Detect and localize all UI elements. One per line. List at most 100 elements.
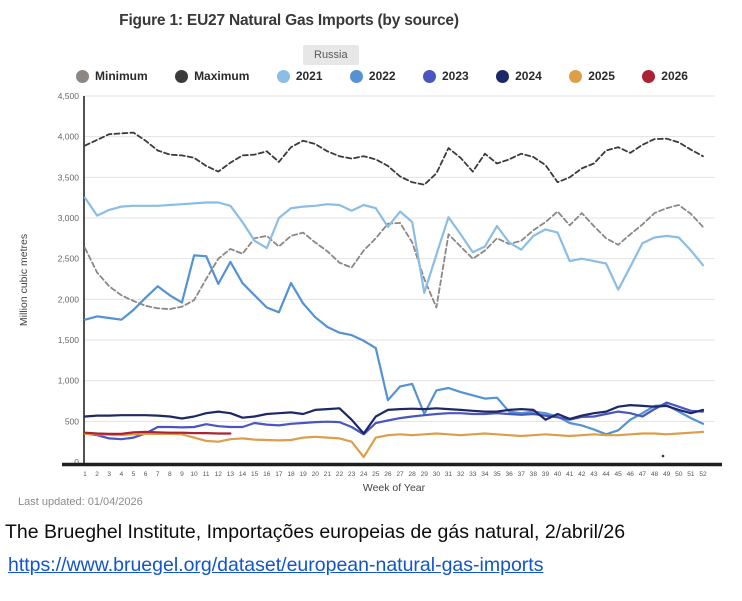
x-axis-tick-label: 7 xyxy=(156,471,160,478)
legend-label: Minimum xyxy=(95,69,148,83)
x-axis-tick-label: 21 xyxy=(324,471,332,478)
y-axis-tick-label: 2,500 xyxy=(58,254,80,264)
x-axis-tick-label: 38 xyxy=(530,471,538,478)
chart-legend: Minimum Maximum 2021 2022 2023 2024 2025 2026 xyxy=(76,69,688,83)
x-axis-tick-label: 25 xyxy=(372,471,380,478)
x-axis-tick-label: 36 xyxy=(505,471,513,478)
x-axis-tick-label: 35 xyxy=(493,471,501,478)
legend-item-2022[interactable]: 2022 xyxy=(349,69,396,83)
x-axis-tick-label: 22 xyxy=(336,471,344,478)
y-axis-tick-label: 3,500 xyxy=(58,172,80,182)
x-axis-tick-label: 31 xyxy=(445,471,453,478)
x-axis-tick-label: 49 xyxy=(663,471,671,478)
x-axis-tick-label: 50 xyxy=(675,471,683,478)
x-axis-tick-label: 17 xyxy=(275,471,283,478)
x-axis-tick-label: 20 xyxy=(312,471,320,478)
x-axis-tick-label: 39 xyxy=(542,471,550,478)
x-axis-tick-label: 51 xyxy=(687,471,695,478)
y-axis-tick-label: 4,500 xyxy=(58,91,80,101)
x-axis-tick-label: 23 xyxy=(348,471,356,478)
x-axis-tick-label: 16 xyxy=(263,471,271,478)
x-axis-tick-label: 47 xyxy=(639,471,647,478)
x-axis-tick-label: 37 xyxy=(518,471,526,478)
x-axis-tick-label: 33 xyxy=(469,471,477,478)
x-axis-tick-label: 43 xyxy=(590,471,598,478)
legend-label: 2024 xyxy=(515,69,542,83)
x-axis-tick-label: 5 xyxy=(132,471,136,478)
x-axis-tick-label: 28 xyxy=(409,471,417,478)
series-line-minimum xyxy=(84,204,704,310)
source-tab-russia[interactable]: Russia xyxy=(303,45,359,65)
legend-color-dot xyxy=(76,69,89,83)
legend-label: 2026 xyxy=(661,69,688,83)
x-axis-tick-label: 14 xyxy=(239,471,247,478)
x-axis-tick-label: 11 xyxy=(203,471,210,478)
stray-dot xyxy=(661,454,665,458)
y-axis-label: Million cubic metres xyxy=(18,234,30,326)
legend-color-dot xyxy=(276,69,290,83)
legend-item-2024[interactable]: 2024 xyxy=(496,69,542,83)
legend-item-2026[interactable]: 2026 xyxy=(642,69,688,83)
x-axis-tick-label: 26 xyxy=(384,471,392,478)
x-axis-tick-label: 12 xyxy=(215,471,223,478)
legend-item-2021[interactable]: 2021 xyxy=(276,69,323,83)
x-axis-tick-label: 3 xyxy=(107,471,111,478)
y-axis-tick-label: 4,000 xyxy=(58,132,80,142)
series-line-2026 xyxy=(83,430,232,435)
x-axis-tick-label: 32 xyxy=(457,471,465,478)
legend-item-minimum[interactable]: Minimum xyxy=(76,69,148,83)
series-line-maximum xyxy=(84,131,704,186)
x-axis-tick-label: 27 xyxy=(396,471,404,478)
x-axis-tick-label: 1 xyxy=(83,471,87,478)
x-axis-tick-label: 24 xyxy=(360,471,368,478)
x-axis-tick-label: 8 xyxy=(168,471,172,478)
x-axis-tick-label: 40 xyxy=(554,471,562,478)
legend-item-2023[interactable]: 2023 xyxy=(423,69,469,83)
x-axis-tick-label: 6 xyxy=(144,471,148,478)
series-line-2022 xyxy=(83,254,705,436)
y-axis-tick-label: 3,000 xyxy=(58,213,80,223)
series-line-2023 xyxy=(83,401,705,441)
x-axis-tick-label: 2 xyxy=(95,471,99,478)
x-axis-tick-label: 46 xyxy=(627,471,635,478)
x-axis-tick-label: 52 xyxy=(699,471,707,478)
series-line-2021 xyxy=(83,196,705,294)
legend-item-maximum[interactable]: Maximum xyxy=(175,69,249,83)
gas-imports-chart: 0 500 1,000 1,500 2,000 2,500 3,000 3,500 4,000 4… xyxy=(18,91,722,494)
x-axis-tick-label: 30 xyxy=(433,471,441,478)
y-axis-tick-label: 1,500 xyxy=(58,335,80,345)
x-axis-tick-label: 18 xyxy=(287,471,295,478)
x-axis-tick-label: 42 xyxy=(578,471,586,478)
y-axis-tick-label: 1,000 xyxy=(58,376,80,386)
x-axis-tick-label: 48 xyxy=(651,471,659,478)
last-updated-text: Last updated: 01/04/2026 xyxy=(18,496,143,508)
legend-item-2025[interactable]: 2025 xyxy=(569,69,615,83)
x-axis-tick-label: 13 xyxy=(227,471,235,478)
legend-color-dot xyxy=(423,69,436,83)
legend-color-dot xyxy=(496,69,510,83)
y-axis-tick-label: 0 xyxy=(74,457,79,467)
x-axis-tick-label: 45 xyxy=(615,471,623,478)
chart-title: Figure 1: EU27 Natural Gas Imports (by s… xyxy=(119,12,459,29)
source-link[interactable]: https://www.bruegel.org/dataset/european… xyxy=(8,554,544,576)
x-axis-label: Week of Year xyxy=(363,482,426,494)
series-line-2024 xyxy=(83,404,705,435)
legend-label: Maximum xyxy=(194,69,250,83)
caption-text: The Brueghel Institute, Importações euro… xyxy=(5,521,626,543)
x-axis-tick-label: 34 xyxy=(481,471,489,478)
legend-color-dot xyxy=(349,69,363,83)
legend-label: 2022 xyxy=(368,69,396,83)
x-axis-tick-label: 29 xyxy=(421,471,429,478)
legend-label: 2023 xyxy=(442,69,469,83)
y-axis-tick-label: 2,000 xyxy=(58,294,80,304)
legend-color-dot xyxy=(175,69,189,83)
legend-color-dot xyxy=(569,69,583,83)
x-axis-tick-label: 10 xyxy=(190,471,198,478)
y-axis-tick-label: 500 xyxy=(65,416,79,426)
x-axis-tick-label: 9 xyxy=(180,471,184,478)
legend-label: 2025 xyxy=(588,69,615,83)
x-axis-tick-label: 4 xyxy=(120,471,124,478)
series-line-2025 xyxy=(83,430,705,459)
legend-label: 2021 xyxy=(295,69,323,83)
